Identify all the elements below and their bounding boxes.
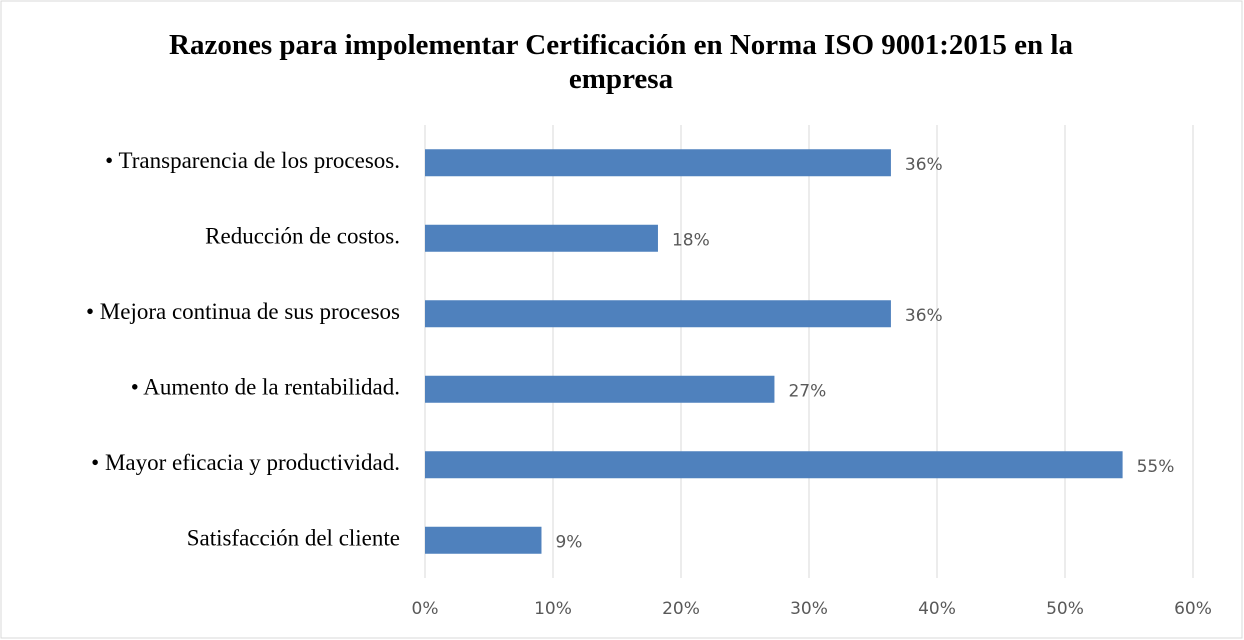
data-label: 18% [672,230,710,250]
y-tick-label: • Mayor eficacia y productividad. [91,450,400,475]
bar [425,526,542,554]
bar [425,149,891,177]
x-tick-label: 50% [1046,599,1084,619]
bar [425,300,891,328]
x-tick-label: 10% [534,599,572,619]
x-tick-label: 0% [412,599,439,619]
data-label: 27% [788,381,826,401]
y-tick-label: • Mejora continua de sus procesos [86,299,400,324]
x-tick-label: 60% [1174,599,1212,619]
y-tick-label: Reducción de costos. [205,224,400,249]
bar [425,451,1123,479]
x-tick-label: 30% [790,599,828,619]
x-tick-label: 20% [662,599,700,619]
bar [425,375,775,403]
chart-title: Razones para impolementar Certificación … [169,29,1073,95]
x-tick-label: 40% [918,599,956,619]
y-tick-label: Satisfacción del cliente [187,526,400,551]
y-tick-label: • Transparencia de los procesos. [105,148,400,173]
data-label: 55% [1137,457,1175,477]
data-label: 36% [905,306,943,326]
bar [425,224,658,252]
data-label: 36% [905,155,943,175]
y-tick-label: • Aumento de la rentabilidad. [131,375,400,400]
data-label: 9% [555,532,582,552]
